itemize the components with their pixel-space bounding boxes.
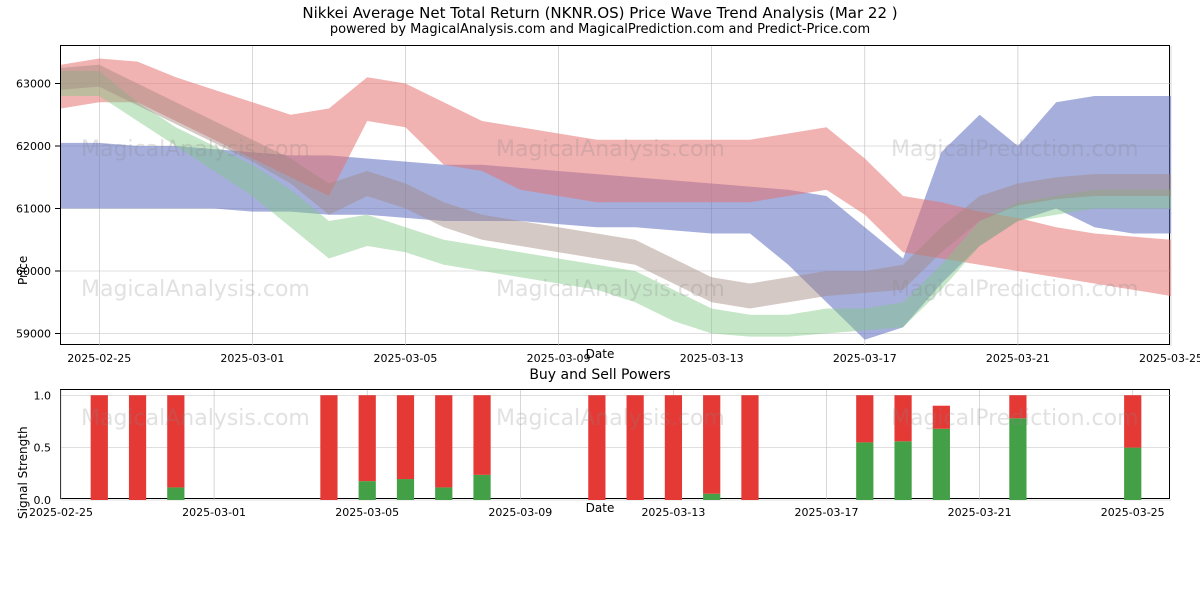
buy-bar [1124,448,1141,500]
svg-text:2025-03-05: 2025-03-05 [374,352,438,365]
buy-bar [473,475,490,500]
buy-bar [933,429,950,500]
sell-bar [473,395,490,475]
sell-bar [397,395,414,479]
watermark: MagicalPrediction.com [891,406,1139,431]
svg-text:61000: 61000 [16,203,51,216]
svg-text:2025-03-25: 2025-03-25 [1139,352,1200,365]
buy-bar [359,481,376,500]
buy-bar [397,479,414,500]
svg-text:2025-03-13: 2025-03-13 [680,352,744,365]
sub-title: powered by MagicalAnalysis.com and Magic… [0,22,1200,37]
svg-text:2025-03-13: 2025-03-13 [641,506,705,519]
svg-text:60000: 60000 [16,265,51,278]
sell-bar [359,395,376,481]
svg-text:2025-03-21: 2025-03-21 [948,506,1012,519]
sell-bar [320,395,337,500]
buy-bar [856,442,873,500]
top-chart-svg: 59000600006100062000630002025-02-252025-… [61,46,1171,346]
svg-text:1.0: 1.0 [34,389,52,402]
main-title: Nikkei Average Net Total Return (NKNR.OS… [0,4,1200,22]
bottom-panel-title: Buy and Sell Powers [0,367,1200,383]
svg-text:2025-03-17: 2025-03-17 [833,352,897,365]
svg-text:0.5: 0.5 [34,442,52,455]
svg-text:2025-03-17: 2025-03-17 [795,506,859,519]
bottom-chart-svg: 0.00.51.02025-02-252025-03-012025-03-052… [61,390,1171,500]
watermark: MagicalAnalysis.com [496,137,725,162]
watermark: MagicalAnalysis.com [496,406,725,431]
svg-text:62000: 62000 [16,140,51,153]
svg-text:2025-02-25: 2025-02-25 [29,506,93,519]
title-block: Nikkei Average Net Total Return (NKNR.OS… [0,0,1200,39]
svg-text:2025-03-09: 2025-03-09 [488,506,552,519]
svg-text:2025-03-21: 2025-03-21 [986,352,1050,365]
svg-text:2025-03-01: 2025-03-01 [220,352,284,365]
watermark: MagicalAnalysis.com [81,137,310,162]
watermark: MagicalPrediction.com [891,137,1139,162]
watermark: MagicalAnalysis.com [81,406,310,431]
bot-y-label: Signal Strength [16,426,30,519]
bottom-chart: 0.00.51.02025-02-252025-03-012025-03-052… [60,389,1170,499]
svg-text:2025-02-25: 2025-02-25 [67,352,131,365]
sell-bar [435,395,452,487]
svg-text:59000: 59000 [16,328,51,341]
svg-text:2025-03-09: 2025-03-09 [527,352,591,365]
buy-bar [167,487,184,500]
buy-bar [703,494,720,500]
sell-bar [741,395,758,500]
watermark: MagicalAnalysis.com [496,277,725,302]
top-chart: 59000600006100062000630002025-02-252025-… [60,45,1170,345]
buy-bar [435,487,452,500]
svg-text:2025-03-01: 2025-03-01 [182,506,246,519]
svg-text:2025-03-25: 2025-03-25 [1101,506,1165,519]
buy-bar [894,441,911,500]
svg-text:63000: 63000 [16,78,51,91]
svg-text:2025-03-05: 2025-03-05 [335,506,399,519]
watermark: MagicalPrediction.com [891,277,1139,302]
watermark: MagicalAnalysis.com [81,277,310,302]
bot-x-label: Date [0,501,1200,515]
sell-bar [856,395,873,442]
